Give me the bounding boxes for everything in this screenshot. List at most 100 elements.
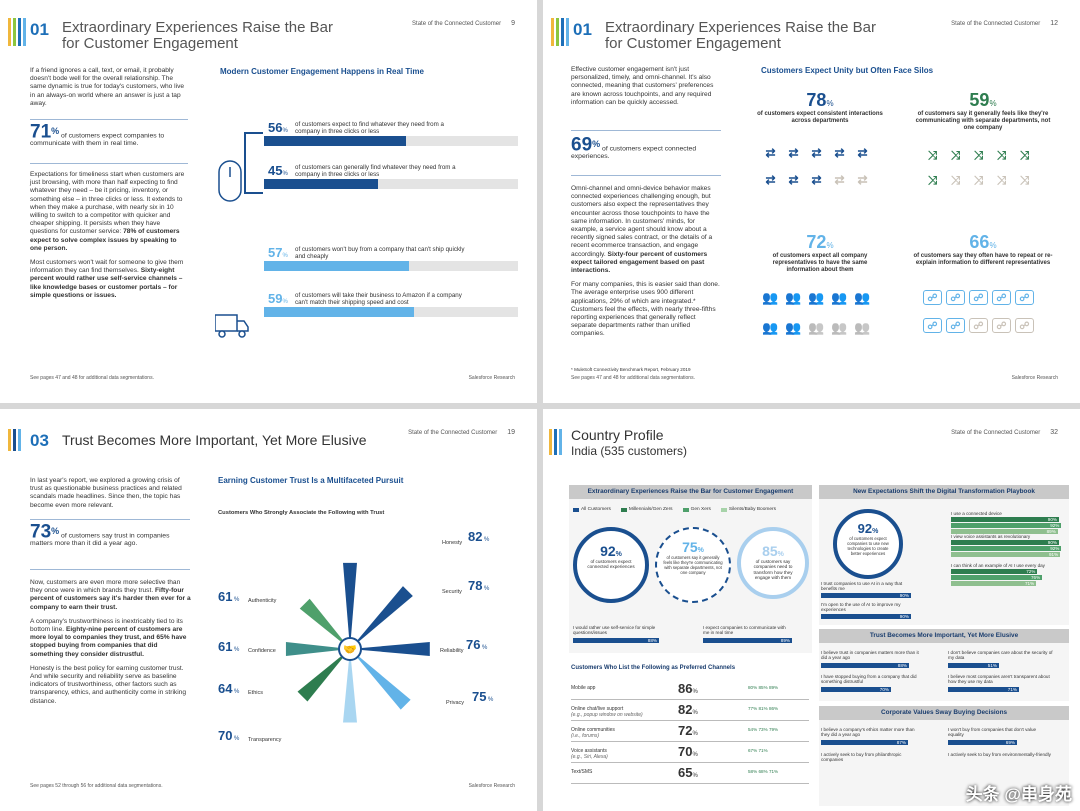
crossed-arrows-icon: ⤨ [996, 173, 1007, 187]
chat-icon: ☍ [969, 290, 988, 305]
watermark: 头条 @串身苑 [965, 785, 1072, 804]
trust-value: 64 [218, 681, 233, 696]
link-icon: ⇄ [765, 173, 776, 187]
trust-label: Authenticity [248, 598, 277, 604]
page-title: Extraordinary Experiences Raise the Bar f… [62, 19, 333, 52]
mouse-truck-icons [215, 132, 263, 338]
footer-brand: Salesforce Research [1011, 375, 1058, 381]
trust-radial-chart: 82 % Honesty 78 % Security 76 % Reliability 75 % Pr… [218, 529, 494, 743]
stat-72: 72% of customers expect all company repre… [772, 232, 868, 273]
bar-label: of customers expect to find whatever the… [295, 121, 444, 136]
b2-item-bar: 92% [951, 546, 1062, 551]
chat-icon: ☍ [1015, 290, 1034, 305]
chart-title: Earning Customer Trust Is a Multifaceted… [218, 476, 404, 485]
link-icon: ⇄ [857, 173, 868, 187]
people-icon: 👥 [762, 290, 779, 305]
box-values-title: Corporate Values Sway Buying Decisions [819, 706, 1069, 720]
crossed-arrows-icon: ⤨ [1019, 173, 1030, 187]
channel-value: 70% [678, 744, 698, 759]
trust-bar-confidence [285, 642, 350, 656]
trust-bar-privacy [350, 649, 411, 710]
running-header: State of the Connected Customer 19 [408, 429, 515, 436]
channel-name: Online chat/live support (e.g., popup win… [571, 706, 643, 718]
page-9: 01 Extraordinary Experiences Raise the B… [0, 0, 537, 403]
channel-name: Text/SMS [571, 769, 593, 775]
icon-row-59b: ⤨ ⤨ ⤨ ⤨ ⤨ [923, 173, 1034, 188]
crossed-arrows-icon: ⤨ [1019, 148, 1030, 162]
b2-item-label: I view voice assistants as revolutionary [951, 534, 1031, 539]
stat-78: 78% of customers expect consistent intera… [757, 90, 883, 124]
section-number: 03 [30, 431, 49, 450]
trust-value: 82 [468, 529, 482, 544]
page-title: Extraordinary Experiences Raise the Bar f… [605, 19, 876, 52]
key-stat: 69% of customers expect connected experi… [571, 134, 697, 161]
svg-text:%: % [484, 537, 490, 543]
box-trust-title: Trust Becomes More Important, Yet More E… [819, 629, 1069, 643]
trust-bar-security [350, 586, 413, 649]
b2-item-bar: 91% [951, 552, 1061, 557]
section-stripes [8, 429, 21, 451]
people-icon: 👥 [831, 290, 848, 305]
trust-bar-transparency [343, 649, 357, 723]
b2-item-bar: 72% [951, 569, 1038, 574]
channel-segments: 80% 85% 89% [748, 685, 779, 690]
channels-title: Customers Who List the Following as Pref… [571, 665, 736, 671]
bar-45 [264, 179, 379, 189]
link-icon: ⇄ [788, 146, 799, 160]
trust-value: 61 [218, 639, 232, 654]
crossed-arrows-icon: ⤨ [973, 148, 984, 162]
link-icon: ⇄ [811, 146, 822, 160]
channel-name: Online communities (i.e., forums) [571, 727, 615, 739]
svg-text:%: % [482, 645, 488, 651]
stat-59: 59% of customers say it generally feels l… [915, 90, 1051, 131]
trust-label: Reliability [440, 648, 464, 654]
link-icon: ⇄ [834, 173, 845, 187]
chart-title: Customers Expect Unity but Often Face Si… [761, 66, 934, 75]
b2-item-bar: 90% [951, 540, 1059, 545]
footer-note[interactable]: See pages 52 through 56 for additional d… [30, 783, 163, 789]
section-number: 01 [573, 20, 592, 39]
circle-75: 75% of customers say it generally feels l… [655, 527, 731, 603]
page-12: 01 Extraordinary Experiences Raise the B… [543, 0, 1080, 403]
icon-row-78b: ⇄ ⇄ ⇄ ⇄ ⇄ [761, 173, 872, 188]
handshake-icon: 🤝 [343, 644, 357, 656]
channel-value: 65% [678, 765, 698, 780]
crossed-arrows-icon: ⤨ [927, 173, 938, 187]
footer-note[interactable]: See pages 47 and 48 for additional data … [571, 375, 695, 381]
icon-row-66b: ☍ ☍ ☍ ☍ ☍ [923, 318, 1034, 333]
svg-text:%: % [234, 736, 240, 742]
trust-bar-honesty [343, 562, 357, 649]
link-icon: ⇄ [857, 146, 868, 160]
trust-label: Privacy [446, 700, 464, 706]
bar-pct-59: 59% [268, 291, 288, 306]
section-number: 01 [30, 20, 49, 39]
bar-56 [264, 136, 407, 146]
bar-label: of customers can generally find whatever… [295, 164, 456, 179]
b2-item-bar: 92% [951, 523, 1062, 528]
b2-item-bar: 89% [951, 529, 1058, 534]
link-icon: ⇄ [834, 146, 845, 160]
b2-item-bar: 90% [951, 517, 1059, 522]
page-32: Country Profile India (535 customers) Sta… [543, 409, 1080, 811]
trust-value: 75 [472, 689, 486, 704]
trust-bar-authenticity [299, 598, 350, 649]
icon-row-72b: 👥 👥 👥 👥 👥 [761, 320, 872, 335]
trust-label: Ethics [248, 690, 263, 696]
running-header: State of the Connected Customer 9 [412, 20, 515, 27]
icon-row-59a: ⤨ ⤨ ⤨ ⤨ ⤨ [923, 148, 1034, 163]
trust-label: Honesty [442, 540, 462, 546]
legend: All Customers Millennials/Gen Zers Gen X… [573, 507, 776, 512]
svg-text:%: % [234, 689, 240, 695]
bar-label: of customers will take their business to… [295, 292, 462, 307]
chat-icon: ☍ [923, 318, 942, 333]
people-icon: 👥 [762, 320, 779, 335]
b2-item-bar: 76% [951, 575, 1043, 580]
box-digital-title: New Expectations Shift the Digital Trans… [819, 485, 1069, 499]
channel-name: Voice assistants (e.g., Siri, Alexa) [571, 748, 608, 760]
box-values [819, 706, 1069, 806]
intro-text: Effective customer engagement isn't just… [571, 66, 714, 106]
link-icon: ⇄ [788, 173, 799, 187]
people-icon: 👥 [785, 290, 802, 305]
footer-note[interactable]: See pages 47 and 48 for additional data … [30, 375, 154, 381]
people-icon: 👥 [854, 290, 871, 305]
